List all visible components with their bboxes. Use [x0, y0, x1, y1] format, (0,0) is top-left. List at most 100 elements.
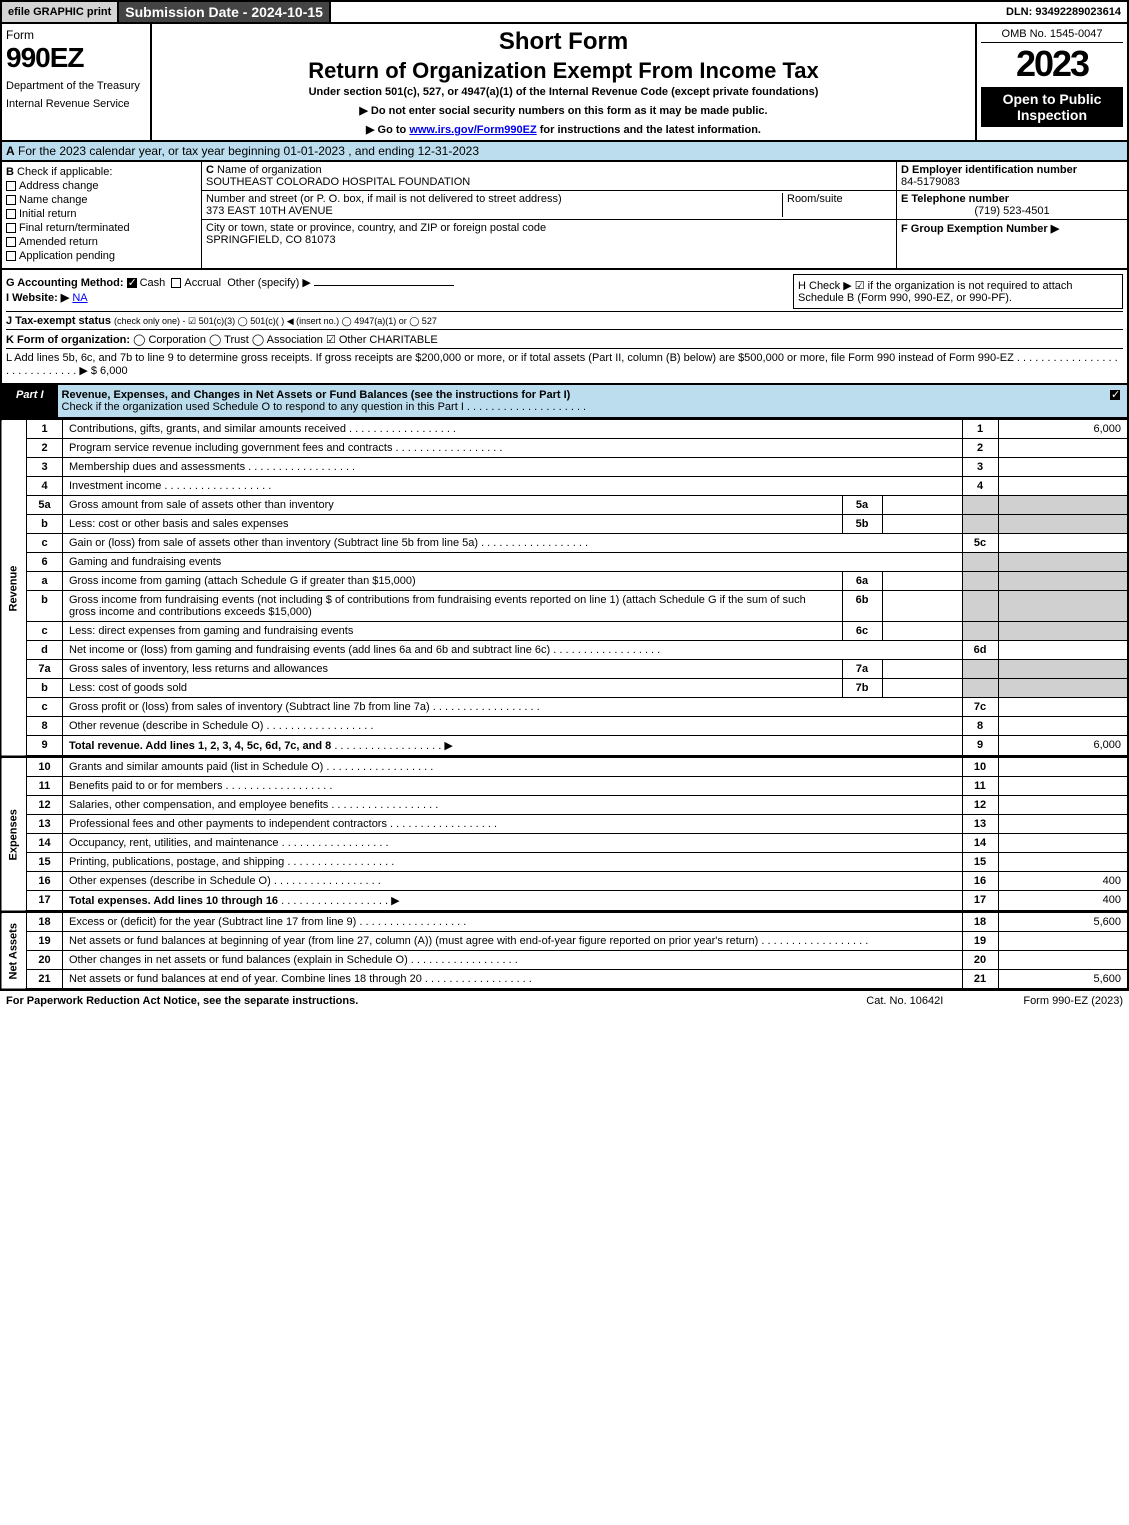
- sub-value: [882, 622, 962, 641]
- irs-link[interactable]: www.irs.gov/Form990EZ: [409, 124, 536, 136]
- form-title: Return of Organization Exempt From Incom…: [156, 58, 971, 84]
- line-desc: Other revenue (describe in Schedule O) .…: [63, 717, 963, 736]
- line-number: 10: [27, 758, 63, 777]
- line-desc: Other changes in net assets or fund bala…: [63, 951, 963, 970]
- line-num-col: 21: [962, 970, 998, 990]
- c-letter: C: [206, 164, 214, 176]
- sub-value: [882, 679, 962, 698]
- chk-final-return[interactable]: Final return/terminated: [6, 222, 197, 234]
- line-desc: Contributions, gifts, grants, and simila…: [63, 420, 963, 439]
- checkbox-checked-icon: [127, 278, 137, 288]
- phone-value: (719) 523-4501: [901, 205, 1123, 217]
- g-other-input[interactable]: [314, 285, 454, 286]
- part-i-check[interactable]: [1106, 385, 1127, 417]
- line-num-col: 2: [962, 439, 998, 458]
- j-label: J Tax-exempt status: [6, 315, 111, 327]
- sub-value: [882, 496, 962, 515]
- shade-cell: [998, 553, 1128, 572]
- line-number: 13: [27, 815, 63, 834]
- line-num-col: 8: [962, 717, 998, 736]
- line-num-col: 12: [962, 796, 998, 815]
- g-other: Other (specify) ▶: [227, 277, 311, 289]
- chk-label: Address change: [19, 180, 99, 192]
- line-number: 7a: [27, 660, 63, 679]
- checkbox-icon: [6, 223, 16, 233]
- j-text: (check only one) - ☑ 501(c)(3) ◯ 501(c)(…: [114, 316, 437, 326]
- line-number: d: [27, 641, 63, 660]
- line-num-col: 20: [962, 951, 998, 970]
- chk-label: Final return/terminated: [19, 222, 130, 234]
- line-number: 19: [27, 932, 63, 951]
- line-value: 400: [998, 872, 1128, 891]
- line-number: 12: [27, 796, 63, 815]
- line-row: aGross income from gaming (attach Schedu…: [1, 572, 1128, 591]
- line-desc: Investment income . . . . . . . . . . . …: [63, 477, 963, 496]
- part-i-sub: Check if the organization used Schedule …: [62, 401, 587, 413]
- line-value: 400: [998, 891, 1128, 912]
- chk-label: Name change: [19, 194, 88, 206]
- open-public: Open to Public Inspection: [981, 87, 1123, 127]
- line-row: 4Investment income . . . . . . . . . . .…: [1, 477, 1128, 496]
- line-row: Net Assets18Excess or (deficit) for the …: [1, 913, 1128, 932]
- chk-name-change[interactable]: Name change: [6, 194, 197, 206]
- line-number: 14: [27, 834, 63, 853]
- line-number: b: [27, 591, 63, 622]
- header-right: OMB No. 1545-0047 2023 Open to Public In…: [977, 24, 1127, 140]
- line-num-col: 7c: [962, 698, 998, 717]
- line-number: 17: [27, 891, 63, 912]
- line-row: cLess: direct expenses from gaming and f…: [1, 622, 1128, 641]
- line-desc: Less: cost or other basis and sales expe…: [63, 515, 843, 534]
- line-desc: Net assets or fund balances at beginning…: [63, 932, 963, 951]
- line-num-col: 17: [962, 891, 998, 912]
- chk-initial-return[interactable]: Initial return: [6, 208, 197, 220]
- line-num-col: 14: [962, 834, 998, 853]
- line-value: [998, 932, 1128, 951]
- line-a: A For the 2023 calendar year, or tax yea…: [0, 142, 1129, 162]
- line-a-letter: A: [6, 144, 15, 158]
- side-label: Net Assets: [1, 913, 27, 990]
- line-num-col: 18: [962, 913, 998, 932]
- line-number: 3: [27, 458, 63, 477]
- part-i-label: Part I: [2, 385, 58, 417]
- website-link[interactable]: NA: [72, 292, 87, 304]
- sub-value: [882, 515, 962, 534]
- omb-number: OMB No. 1545-0047: [981, 28, 1123, 43]
- k-label: K Form of organization:: [6, 334, 130, 346]
- expenses-table: Expenses10Grants and similar amounts pai…: [0, 757, 1129, 912]
- line-row: 9Total revenue. Add lines 1, 2, 3, 4, 5c…: [1, 736, 1128, 757]
- sub-number: 6c: [842, 622, 882, 641]
- checkbox-icon: [171, 278, 181, 288]
- shade-cell: [962, 679, 998, 698]
- efile-button[interactable]: efile GRAPHIC print: [2, 2, 119, 22]
- line-value: [998, 777, 1128, 796]
- chk-application-pending[interactable]: Application pending: [6, 250, 197, 262]
- side-label: Expenses: [1, 758, 27, 912]
- line-num-col: 4: [962, 477, 998, 496]
- line-row: 2Program service revenue including gover…: [1, 439, 1128, 458]
- line-desc: Excess or (deficit) for the year (Subtra…: [63, 913, 963, 932]
- line-number: 21: [27, 970, 63, 990]
- line-row: dNet income or (loss) from gaming and fu…: [1, 641, 1128, 660]
- chk-address-change[interactable]: Address change: [6, 180, 197, 192]
- line-row: 13Professional fees and other payments t…: [1, 815, 1128, 834]
- ghij-block: G Accounting Method: Cash Accrual Other …: [0, 270, 1129, 385]
- under-section: Under section 501(c), 527, or 4947(a)(1)…: [156, 86, 971, 98]
- line-row: 3Membership dues and assessments . . . .…: [1, 458, 1128, 477]
- form-word: Form: [6, 28, 146, 42]
- line-num-col: 9: [962, 736, 998, 757]
- line-desc: Gain or (loss) from sale of assets other…: [63, 534, 963, 553]
- line-desc: Printing, publications, postage, and shi…: [63, 853, 963, 872]
- g-label: G Accounting Method:: [6, 277, 124, 289]
- chk-amended[interactable]: Amended return: [6, 236, 197, 248]
- shade-cell: [998, 660, 1128, 679]
- col-de: D Employer identification number 84-5179…: [897, 162, 1127, 268]
- tax-year: 2023: [981, 43, 1123, 85]
- shade-cell: [962, 553, 998, 572]
- line-desc: Gross profit or (loss) from sales of inv…: [63, 698, 963, 717]
- line-number: c: [27, 622, 63, 641]
- line-value: [998, 698, 1128, 717]
- line-num-col: 16: [962, 872, 998, 891]
- footer-left: For Paperwork Reduction Act Notice, see …: [6, 995, 358, 1007]
- line-num-col: 11: [962, 777, 998, 796]
- form-header: Form 990EZ Department of the Treasury In…: [0, 24, 1129, 142]
